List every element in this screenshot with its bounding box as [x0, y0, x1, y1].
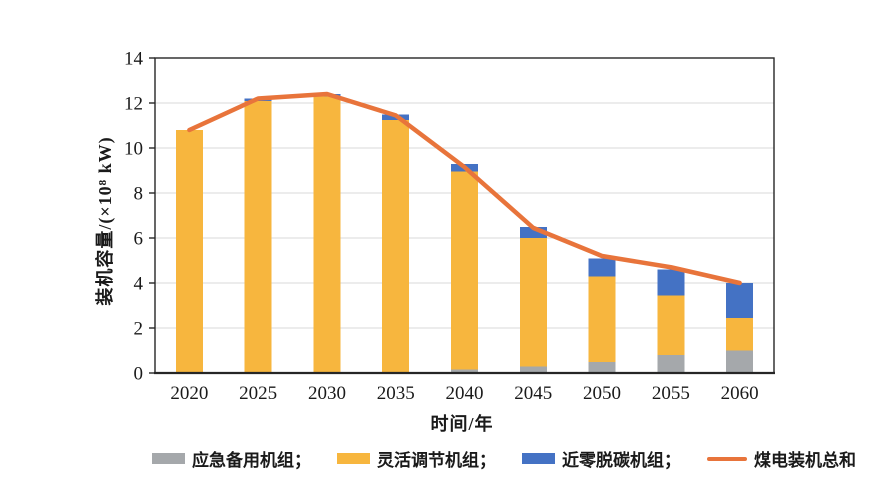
bar-segment	[313, 96, 341, 373]
y-tick-label: 2	[134, 319, 144, 340]
x-tick-label: 2055	[652, 383, 690, 404]
bar-segment	[588, 258, 616, 277]
x-tick-label: 2020	[170, 383, 208, 404]
bar-segment	[657, 355, 685, 373]
y-tick-label: 12	[124, 94, 143, 115]
bar-segment	[726, 317, 754, 351]
plot-area: 0 2 4 6 8 10 12 14 2020 2025 2030 2035 2040 2045 2050 2…	[124, 49, 775, 404]
bar-segment	[519, 238, 547, 367]
x-tick-label: 2040	[446, 383, 484, 404]
bar-segment	[451, 171, 478, 370]
x-axis-title: 时间/年	[430, 414, 494, 434]
legend-label: 应急备用机组；	[192, 451, 311, 470]
legend-label: 煤电装机总和	[754, 451, 856, 470]
y-axis-title: 装机容量/(×10⁸ kW)	[95, 136, 115, 306]
legend-label: 灵活调节机组；	[377, 451, 496, 470]
bar-segment	[519, 226, 547, 238]
y-tick-label: 0	[134, 364, 144, 385]
bar-segment	[726, 350, 754, 373]
y-tick-label: 4	[134, 274, 144, 295]
legend-item: 应急备用机组；	[152, 446, 311, 471]
legend-rect-swatch-icon	[337, 453, 370, 464]
bar-segment	[726, 283, 754, 318]
legend-label: 近零脱碳机组；	[562, 451, 681, 470]
bar-segment	[519, 366, 547, 373]
x-tick-label: 2025	[239, 383, 277, 404]
chart-legend: 应急备用机组； 灵活调节机组； 近零脱碳机组； 煤电装机总和	[152, 446, 856, 471]
total-line	[187, 91, 742, 286]
y-tick-label: 10	[124, 139, 143, 160]
y-tick-label: 8	[134, 184, 144, 205]
legend-item: 近零脱碳机组；	[522, 446, 681, 471]
x-tick-label: 2035	[377, 383, 415, 404]
y-tick-label: 14	[124, 49, 144, 70]
bar-segment	[451, 369, 478, 373]
x-tick-label: 2060	[721, 383, 759, 404]
bar-segment	[657, 269, 685, 296]
x-tick-label: 2030	[308, 383, 346, 404]
bar-segment	[588, 276, 616, 362]
legend-item: 煤电装机总和	[707, 446, 856, 471]
x-tick-label: 2050	[583, 383, 621, 404]
bar-segment	[657, 295, 685, 355]
bar-segment	[175, 130, 203, 373]
x-tick-label: 2045	[514, 383, 552, 404]
bar-segment	[382, 119, 410, 373]
legend-rect-swatch-icon	[152, 453, 185, 464]
bar-segment	[244, 100, 272, 373]
legend-rect-swatch-icon	[522, 453, 555, 464]
legend-line-swatch-icon	[707, 456, 747, 461]
bar-segment	[588, 361, 616, 373]
y-tick-label: 6	[134, 229, 144, 250]
legend-item: 灵活调节机组；	[337, 446, 496, 471]
